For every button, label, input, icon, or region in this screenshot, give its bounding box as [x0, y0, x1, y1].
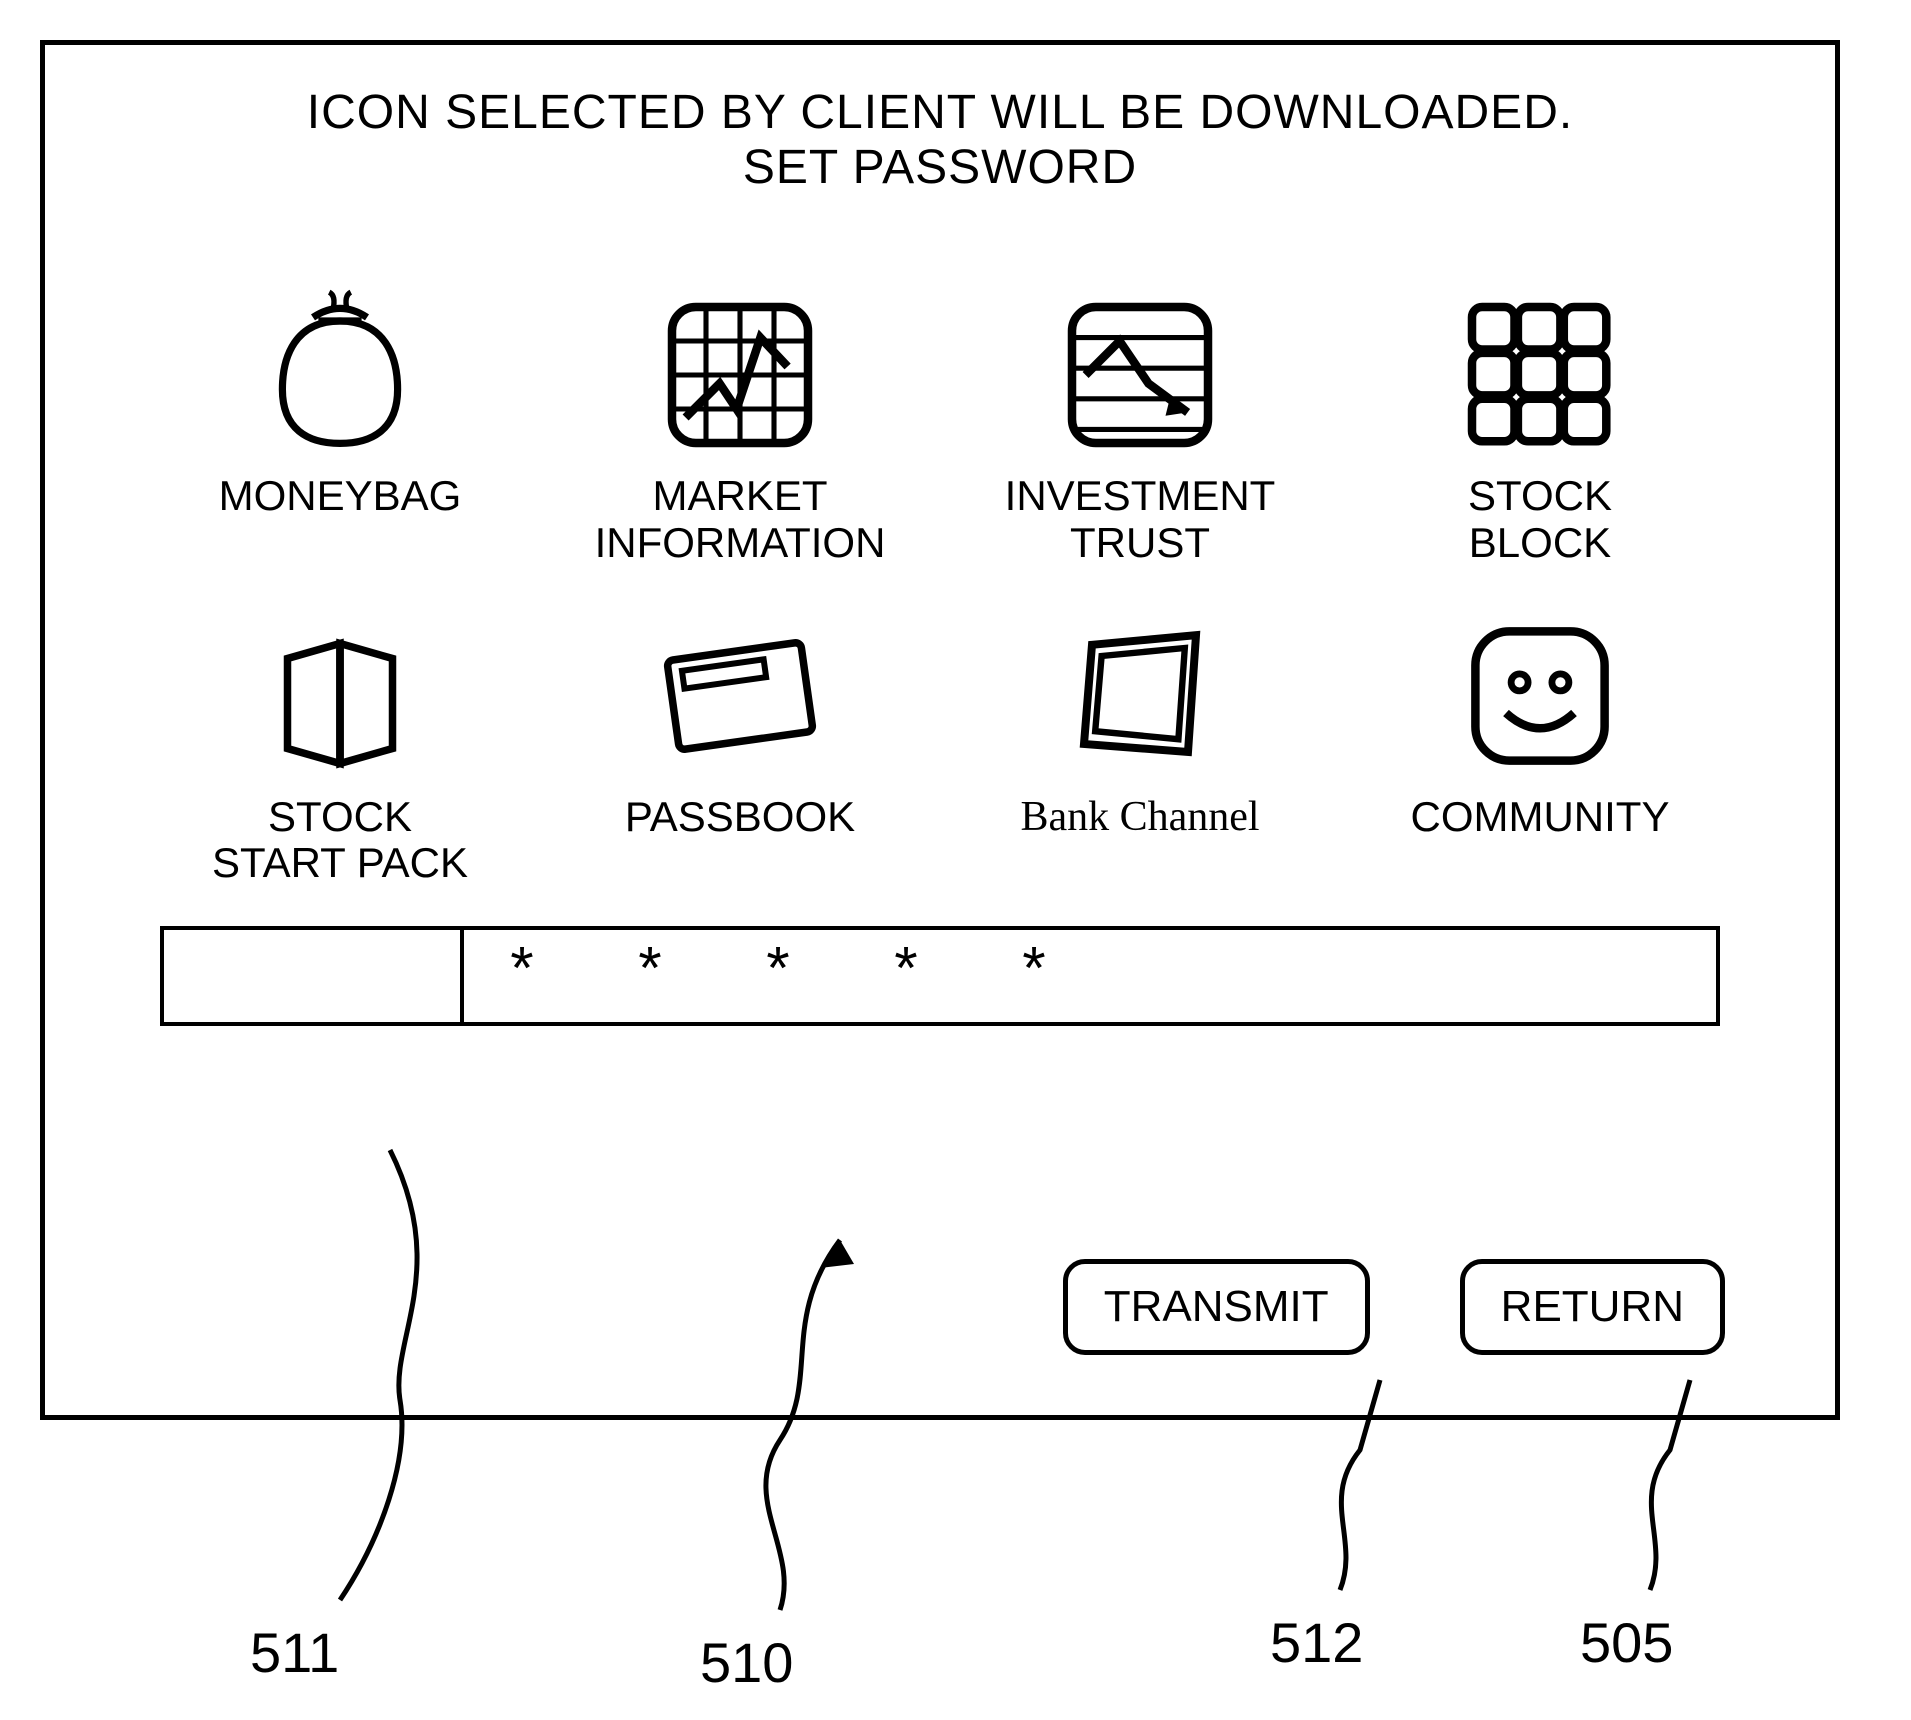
password-label-box[interactable]: [164, 930, 464, 1022]
icon-label: Bank Channel: [1020, 794, 1259, 840]
moneybag-icon: [250, 285, 430, 465]
icon-label: INVESTMENT TRUST: [1005, 473, 1276, 565]
heading: ICON SELECTED BY CLIENT WILL BE DOWNLOAD…: [105, 85, 1775, 195]
callout-512: 512: [1270, 1610, 1363, 1675]
icon-label: MONEYBAG: [219, 473, 462, 519]
chart-grid-icon: [650, 285, 830, 465]
icon-stock-block[interactable]: STOCK BLOCK: [1360, 285, 1720, 565]
page-icon: [1050, 606, 1230, 786]
icon-grid: MONEYBAG MARKET INFORMATION: [160, 285, 1720, 886]
transmit-button[interactable]: TRANSMIT: [1063, 1259, 1370, 1355]
icon-label: STOCK BLOCK: [1468, 473, 1612, 565]
icon-bank-channel[interactable]: Bank Channel: [960, 606, 1320, 886]
button-row: TRANSMIT RETURN: [1063, 1259, 1725, 1355]
callout-505: 505: [1580, 1610, 1673, 1675]
passbook-icon: [650, 606, 830, 786]
password-row: * * * * *: [160, 926, 1720, 1026]
icon-label: STOCK START PACK: [212, 794, 468, 886]
icon-moneybag[interactable]: MONEYBAG: [160, 285, 520, 565]
icon-investment-trust[interactable]: INVESTMENT TRUST: [960, 285, 1320, 565]
icon-community[interactable]: COMMUNITY: [1360, 606, 1720, 886]
screen-frame: ICON SELECTED BY CLIENT WILL BE DOWNLOAD…: [40, 40, 1840, 1420]
icon-label: PASSBOOK: [625, 794, 855, 840]
icon-label: COMMUNITY: [1411, 794, 1670, 840]
password-input[interactable]: * * * * *: [464, 930, 1716, 1022]
icon-stock-start-pack[interactable]: STOCK START PACK: [160, 606, 520, 886]
heading-line1: ICON SELECTED BY CLIENT WILL BE DOWNLOAD…: [307, 86, 1573, 139]
book-open-icon: [250, 606, 430, 786]
icon-market-info[interactable]: MARKET INFORMATION: [560, 285, 920, 565]
callout-511: 511: [250, 1620, 339, 1685]
smiley-icon: [1450, 606, 1630, 786]
trend-down-icon: [1050, 285, 1230, 465]
icon-label: MARKET INFORMATION: [595, 473, 886, 565]
heading-line2: SET PASSWORD: [743, 141, 1137, 194]
icon-passbook[interactable]: PASSBOOK: [560, 606, 920, 886]
callout-510: 510: [700, 1630, 793, 1695]
grid-3x3-icon: [1450, 285, 1630, 465]
return-button[interactable]: RETURN: [1460, 1259, 1725, 1355]
